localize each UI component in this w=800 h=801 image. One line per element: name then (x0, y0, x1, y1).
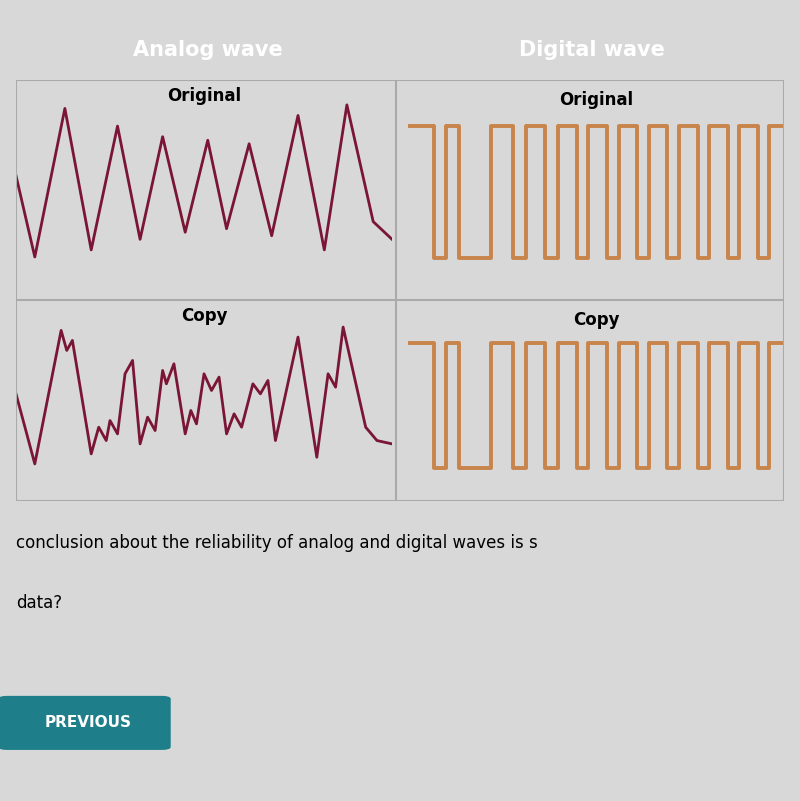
Text: Copy: Copy (181, 307, 227, 325)
Text: PREVIOUS: PREVIOUS (45, 715, 131, 731)
Text: Digital wave: Digital wave (519, 40, 665, 60)
Text: Original: Original (167, 87, 241, 105)
Text: conclusion about the reliability of analog and digital waves is s: conclusion about the reliability of anal… (16, 533, 538, 552)
Text: Copy: Copy (573, 311, 619, 329)
Text: Analog wave: Analog wave (133, 40, 283, 60)
Text: Original: Original (559, 91, 633, 110)
Text: data?: data? (16, 594, 62, 612)
FancyBboxPatch shape (0, 696, 170, 750)
